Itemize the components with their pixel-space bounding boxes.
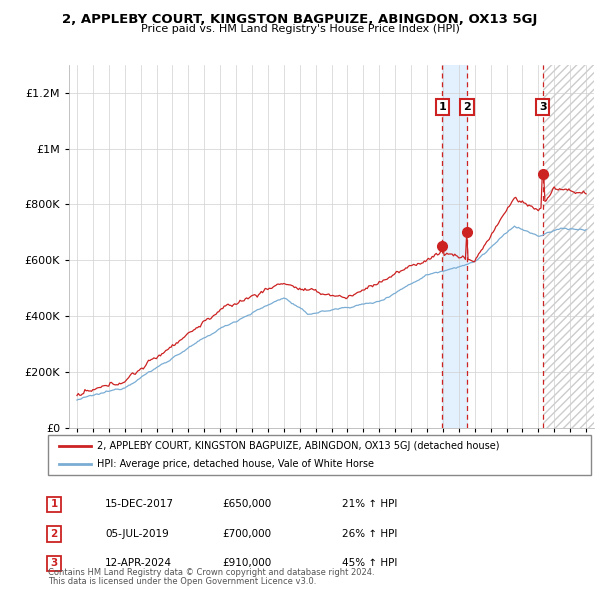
Text: 1: 1 xyxy=(439,101,446,112)
Bar xyxy=(543,65,594,428)
Text: £700,000: £700,000 xyxy=(222,529,271,539)
Text: Price paid vs. HM Land Registry's House Price Index (HPI): Price paid vs. HM Land Registry's House … xyxy=(140,24,460,34)
Text: 2, APPLEBY COURT, KINGSTON BAGPUIZE, ABINGDON, OX13 5GJ (detached house): 2, APPLEBY COURT, KINGSTON BAGPUIZE, ABI… xyxy=(97,441,499,451)
Text: Contains HM Land Registry data © Crown copyright and database right 2024.: Contains HM Land Registry data © Crown c… xyxy=(48,568,374,577)
Text: 21% ↑ HPI: 21% ↑ HPI xyxy=(342,500,397,509)
Text: 1: 1 xyxy=(50,500,58,509)
Text: 2, APPLEBY COURT, KINGSTON BAGPUIZE, ABINGDON, OX13 5GJ: 2, APPLEBY COURT, KINGSTON BAGPUIZE, ABI… xyxy=(62,13,538,26)
Text: 2: 2 xyxy=(463,101,471,112)
Text: 45% ↑ HPI: 45% ↑ HPI xyxy=(342,559,397,568)
Bar xyxy=(543,65,594,428)
Text: 26% ↑ HPI: 26% ↑ HPI xyxy=(342,529,397,539)
Text: HPI: Average price, detached house, Vale of White Horse: HPI: Average price, detached house, Vale… xyxy=(97,459,374,469)
Text: 15-DEC-2017: 15-DEC-2017 xyxy=(105,500,174,509)
Text: This data is licensed under the Open Government Licence v3.0.: This data is licensed under the Open Gov… xyxy=(48,577,316,586)
Text: 12-APR-2024: 12-APR-2024 xyxy=(105,559,172,568)
Text: 05-JUL-2019: 05-JUL-2019 xyxy=(105,529,169,539)
Text: 2: 2 xyxy=(50,529,58,539)
FancyBboxPatch shape xyxy=(48,435,591,475)
Text: 3: 3 xyxy=(50,559,58,568)
Text: 3: 3 xyxy=(539,101,547,112)
Bar xyxy=(442,65,467,428)
Text: £910,000: £910,000 xyxy=(222,559,271,568)
Text: £650,000: £650,000 xyxy=(222,500,271,509)
